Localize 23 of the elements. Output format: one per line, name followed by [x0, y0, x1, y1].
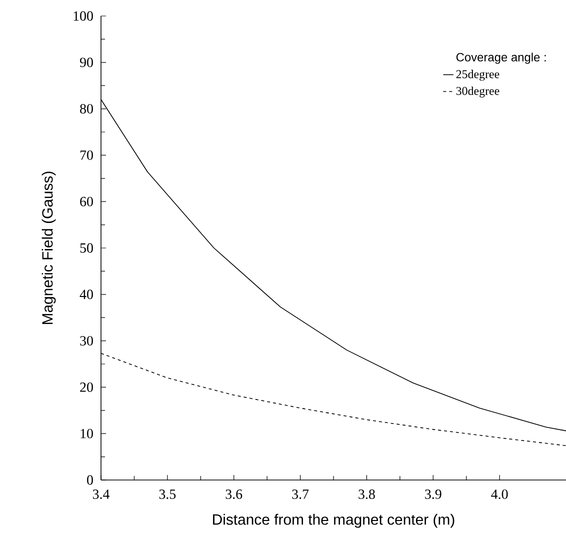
y-tick-label: 70 [80, 150, 93, 160]
legend-label: 25degree [456, 70, 500, 81]
x-tick-label: 3.8 [358, 490, 375, 499]
x-tick-label: 3.9 [425, 490, 442, 499]
y-tick-label: 100 [74, 11, 93, 21]
y-tick-label: 40 [80, 290, 93, 300]
x-tick-label: 3.4 [92, 490, 110, 499]
x-tick-label: 3.5 [159, 490, 176, 499]
x-tick-label: 4.0 [491, 490, 508, 499]
legend-label: 30degree [456, 86, 500, 98]
y-tick-label: 0 [87, 475, 93, 485]
y-tick-label: 20 [80, 382, 93, 392]
x-tick-label: 3.7 [292, 490, 309, 499]
x-tick-label: 3.6 [226, 490, 242, 499]
y-tick-label: 10 [80, 428, 93, 438]
x-axis-title: Distance from the magnet center (m) [213, 514, 454, 528]
y-tick-label: 90 [80, 58, 93, 68]
y-tick-label: 60 [80, 196, 93, 206]
y-tick-label: 50 [80, 243, 93, 253]
y-tick-label: 80 [80, 104, 93, 114]
y-tick-label: 30 [80, 336, 93, 346]
y-axis-title: Magnetic Field (Gauss) [42, 172, 56, 324]
legend-title: Coverage angle : [456, 52, 546, 64]
